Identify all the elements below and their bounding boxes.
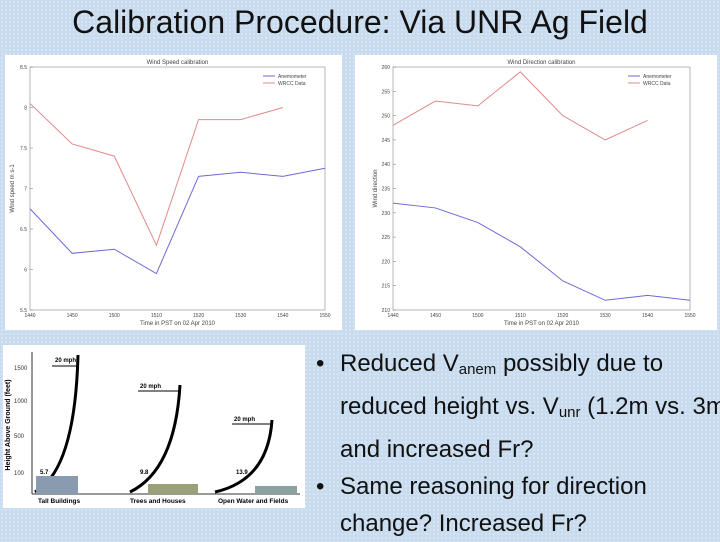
surface-speed: 13.9 <box>236 470 248 476</box>
bullet-text: Same reasoning for direction change? Inc… <box>340 473 647 537</box>
data-line <box>392 202 691 301</box>
diagram-tick: 500 <box>14 434 25 440</box>
y-tick-label: 235 <box>382 187 391 193</box>
legend-label: WRCC Data <box>278 81 306 87</box>
bullet: Reduced Vanem possibly due to reduced he… <box>316 345 720 468</box>
bullet-list: Reduced Vanem possibly due to reduced he… <box>310 345 720 542</box>
buildings <box>36 476 78 494</box>
legend-label: WRCC Data <box>643 81 671 87</box>
x-tick-label: 1530 <box>600 313 611 319</box>
slide-title: Calibration Procedure: Via UNR Ag Field <box>72 4 648 40</box>
surface-speed: 5.7 <box>40 470 49 476</box>
bullet: Same reasoning for direction change? Inc… <box>316 468 720 542</box>
x-tick-label: 1440 <box>24 313 35 319</box>
x-tick-label: 1530 <box>235 313 246 319</box>
y-tick-label: 255 <box>382 89 391 95</box>
y-tick-label: 260 <box>382 65 391 71</box>
y-tick-label: 6 <box>24 268 27 274</box>
data-line <box>29 103 283 247</box>
y-tick-label: 245 <box>382 138 391 144</box>
speed-label: 20 mph <box>55 358 76 364</box>
diagram-y-label: Height Above Ground (feet) <box>5 379 12 470</box>
diagram-tick: 1500 <box>14 366 28 372</box>
y-axis-label: Wind direction <box>373 169 379 207</box>
subscript: anem <box>458 361 497 378</box>
bullet-text: possibly due to reduced height vs. V <box>340 350 664 420</box>
y-tick-label: 250 <box>382 114 391 120</box>
x-tick-label: 1450 <box>430 313 441 319</box>
y-tick-label: 8 <box>24 106 27 112</box>
y-tick-label: 8.5 <box>20 65 27 71</box>
diagram-tick: 1000 <box>14 399 28 405</box>
profile-curve <box>214 419 274 494</box>
water <box>255 486 297 494</box>
y-tick-label: 7.5 <box>20 146 27 152</box>
y-tick-label: 6.5 <box>20 227 27 233</box>
x-tick-label: 1500 <box>109 313 120 319</box>
x-tick-label: 1520 <box>193 313 204 319</box>
subscript: unr <box>558 404 581 421</box>
chart-title: Wind Direction calibration <box>507 60 575 66</box>
data-line <box>29 167 326 275</box>
x-axis-label: Time in PST on 02 Apr 2010 <box>140 321 216 327</box>
chart-panel <box>5 55 342 330</box>
legend-label: Anemometer <box>278 74 307 80</box>
x-tick-label: 1550 <box>319 313 330 319</box>
x-tick-label: 1540 <box>642 313 653 319</box>
x-axis-label: Time in PST on 02 Apr 2010 <box>504 321 580 327</box>
y-tick-label: 230 <box>382 211 391 217</box>
x-tick-label: 1540 <box>277 313 288 319</box>
trees <box>148 484 198 494</box>
x-tick-label: 1510 <box>515 313 526 319</box>
y-tick-label: 5.5 <box>20 308 27 314</box>
terrain-label: Trees and Houses <box>130 498 186 505</box>
y-tick-label: 215 <box>382 284 391 290</box>
x-tick-label: 1500 <box>472 313 483 319</box>
y-tick-label: 210 <box>382 308 391 314</box>
bullet-text: (1.2m vs. 3m) and increased Fr? <box>340 393 720 463</box>
chart-panel <box>355 55 717 330</box>
x-tick-label: 1440 <box>387 313 398 319</box>
chart-title: Wind Speed calibration <box>147 60 209 66</box>
y-tick-label: 7 <box>24 187 27 193</box>
y-tick-label: 225 <box>382 235 391 241</box>
speed-label: 20 mph <box>140 384 161 390</box>
legend-label: Anemometer <box>643 74 672 80</box>
x-tick-label: 1450 <box>67 313 78 319</box>
x-tick-label: 1550 <box>684 313 695 319</box>
surface-speed: 9.8 <box>140 470 149 476</box>
x-tick-label: 1510 <box>151 313 162 319</box>
terrain-label: Open Water and Fields <box>218 498 289 505</box>
y-axis-label: Wind speed m s-1 <box>10 164 16 213</box>
data-line <box>392 71 648 141</box>
wind-profile-diagram: Height Above Ground (feet) 1500 1000 500 100… <box>5 352 300 505</box>
bullet-text: Reduced V <box>340 350 459 377</box>
speed-label: 20 mph <box>234 417 255 423</box>
profile-curve <box>129 384 182 494</box>
y-tick-label: 240 <box>382 162 391 168</box>
terrain-label: Tall Buildings <box>38 498 81 505</box>
x-tick-label: 1520 <box>557 313 568 319</box>
y-tick-label: 220 <box>382 259 391 265</box>
diagram-tick: 100 <box>14 471 25 477</box>
